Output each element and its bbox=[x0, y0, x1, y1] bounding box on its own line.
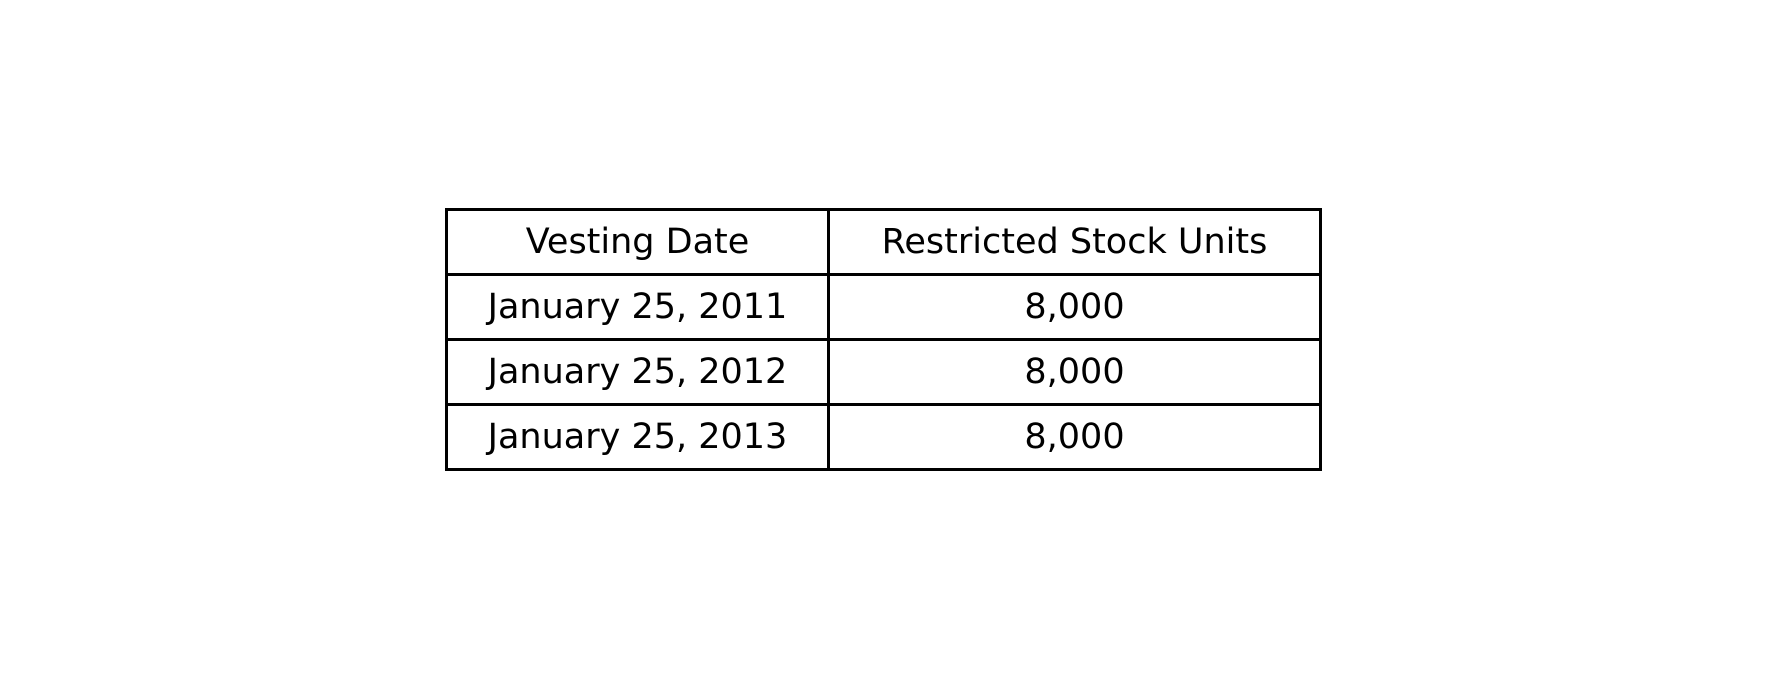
table-header-row: Vesting Date Restricted Stock Units bbox=[445, 208, 1322, 276]
vesting-date-cell: January 25, 2012 bbox=[445, 338, 830, 406]
restricted-stock-units-cell: 8,000 bbox=[827, 403, 1322, 471]
vesting-date-cell: January 25, 2011 bbox=[445, 273, 830, 341]
vesting-date-header: Vesting Date bbox=[445, 208, 830, 276]
table-row: January 25, 2013 8,000 bbox=[445, 403, 1322, 471]
table-row: January 25, 2012 8,000 bbox=[445, 338, 1322, 406]
table-row: January 25, 2011 8,000 bbox=[445, 273, 1322, 341]
vesting-schedule-table: Vesting Date Restricted Stock Units Janu… bbox=[445, 208, 1322, 471]
restricted-stock-units-header: Restricted Stock Units bbox=[827, 208, 1322, 276]
restricted-stock-units-cell: 8,000 bbox=[827, 273, 1322, 341]
vesting-date-cell: January 25, 2013 bbox=[445, 403, 830, 471]
restricted-stock-units-cell: 8,000 bbox=[827, 338, 1322, 406]
